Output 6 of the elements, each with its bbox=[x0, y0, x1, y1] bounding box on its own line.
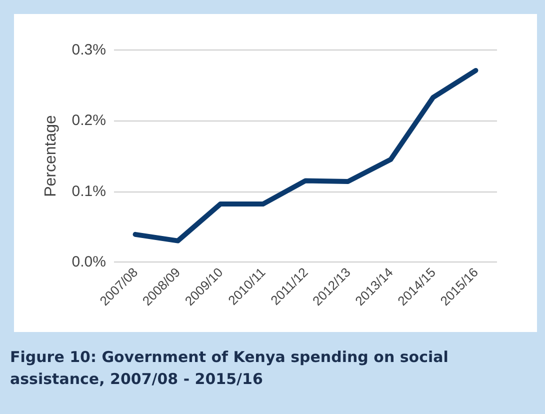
y-axis-title: Percentage bbox=[42, 114, 60, 197]
y-tick-label: 0.3% bbox=[72, 42, 106, 58]
text: Figure 10: Government of Kenya spending on social assistance, 2007/08 - 2015/16 bbox=[10, 347, 450, 390]
y-tick-label: 0.2% bbox=[72, 112, 106, 130]
y-tick-label: 0.1% bbox=[72, 182, 106, 200]
y-tick-label: 0.0% bbox=[72, 254, 106, 270]
